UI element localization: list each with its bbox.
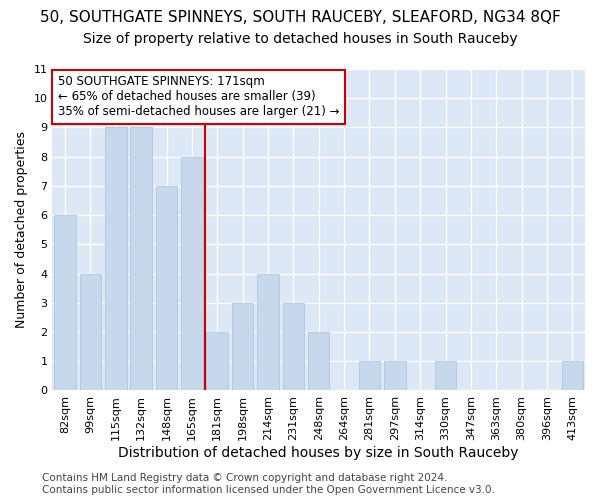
Bar [384, 361, 406, 390]
Bar [130, 128, 152, 390]
Bar [55, 215, 76, 390]
Bar [80, 274, 101, 390]
Y-axis label: Number of detached properties: Number of detached properties [15, 131, 28, 328]
Bar [105, 128, 127, 390]
Bar [283, 303, 304, 390]
Bar [562, 361, 583, 390]
Bar [257, 274, 279, 390]
Text: 50 SOUTHGATE SPINNEYS: 171sqm
← 65% of detached houses are smaller (39)
35% of s: 50 SOUTHGATE SPINNEYS: 171sqm ← 65% of d… [58, 76, 339, 118]
Bar [232, 303, 253, 390]
Bar [435, 361, 456, 390]
Bar [308, 332, 329, 390]
Text: Contains HM Land Registry data © Crown copyright and database right 2024.
Contai: Contains HM Land Registry data © Crown c… [42, 474, 495, 495]
Text: 50, SOUTHGATE SPINNEYS, SOUTH RAUCEBY, SLEAFORD, NG34 8QF: 50, SOUTHGATE SPINNEYS, SOUTH RAUCEBY, S… [40, 10, 560, 25]
Bar [359, 361, 380, 390]
Bar [181, 156, 203, 390]
Bar [156, 186, 178, 390]
X-axis label: Distribution of detached houses by size in South Rauceby: Distribution of detached houses by size … [118, 446, 519, 460]
Text: Size of property relative to detached houses in South Rauceby: Size of property relative to detached ho… [83, 32, 517, 46]
Bar [206, 332, 228, 390]
